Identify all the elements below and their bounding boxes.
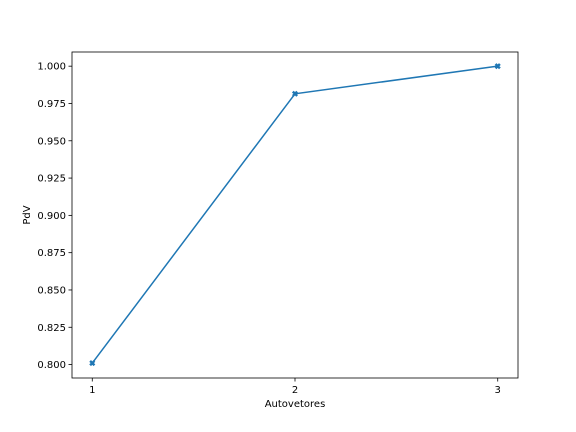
x-axis-label: Autovetores [265,399,326,410]
y-axis-label: PdV [22,205,33,224]
axes: 1 2 3 0.800 0.825 0.850 0.875 0.900 0.925 0.950 0.… [37,51,519,396]
y-tick-label: 1.000 [37,62,66,73]
series-line [91,65,498,364]
y-tick-label: 0.975 [37,99,66,110]
x-tick-label: 2 [292,385,298,396]
y-tick-label: 0.900 [37,211,66,222]
y-tick-label: 0.850 [37,285,66,296]
data-point [291,90,299,97]
x-tick-label: 1 [89,385,95,396]
y-tick-label: 0.800 [37,360,66,371]
data-point [494,63,501,70]
y-tick-label: 0.925 [37,174,66,185]
y-tick-label: 0.950 [37,136,66,147]
y-tick-label: 0.825 [37,323,66,334]
x-tick-label: 3 [495,385,501,396]
plot-frame [71,51,519,379]
plot-marks [89,63,501,367]
y-tick-label: 0.875 [37,248,66,259]
data-point [89,360,96,367]
